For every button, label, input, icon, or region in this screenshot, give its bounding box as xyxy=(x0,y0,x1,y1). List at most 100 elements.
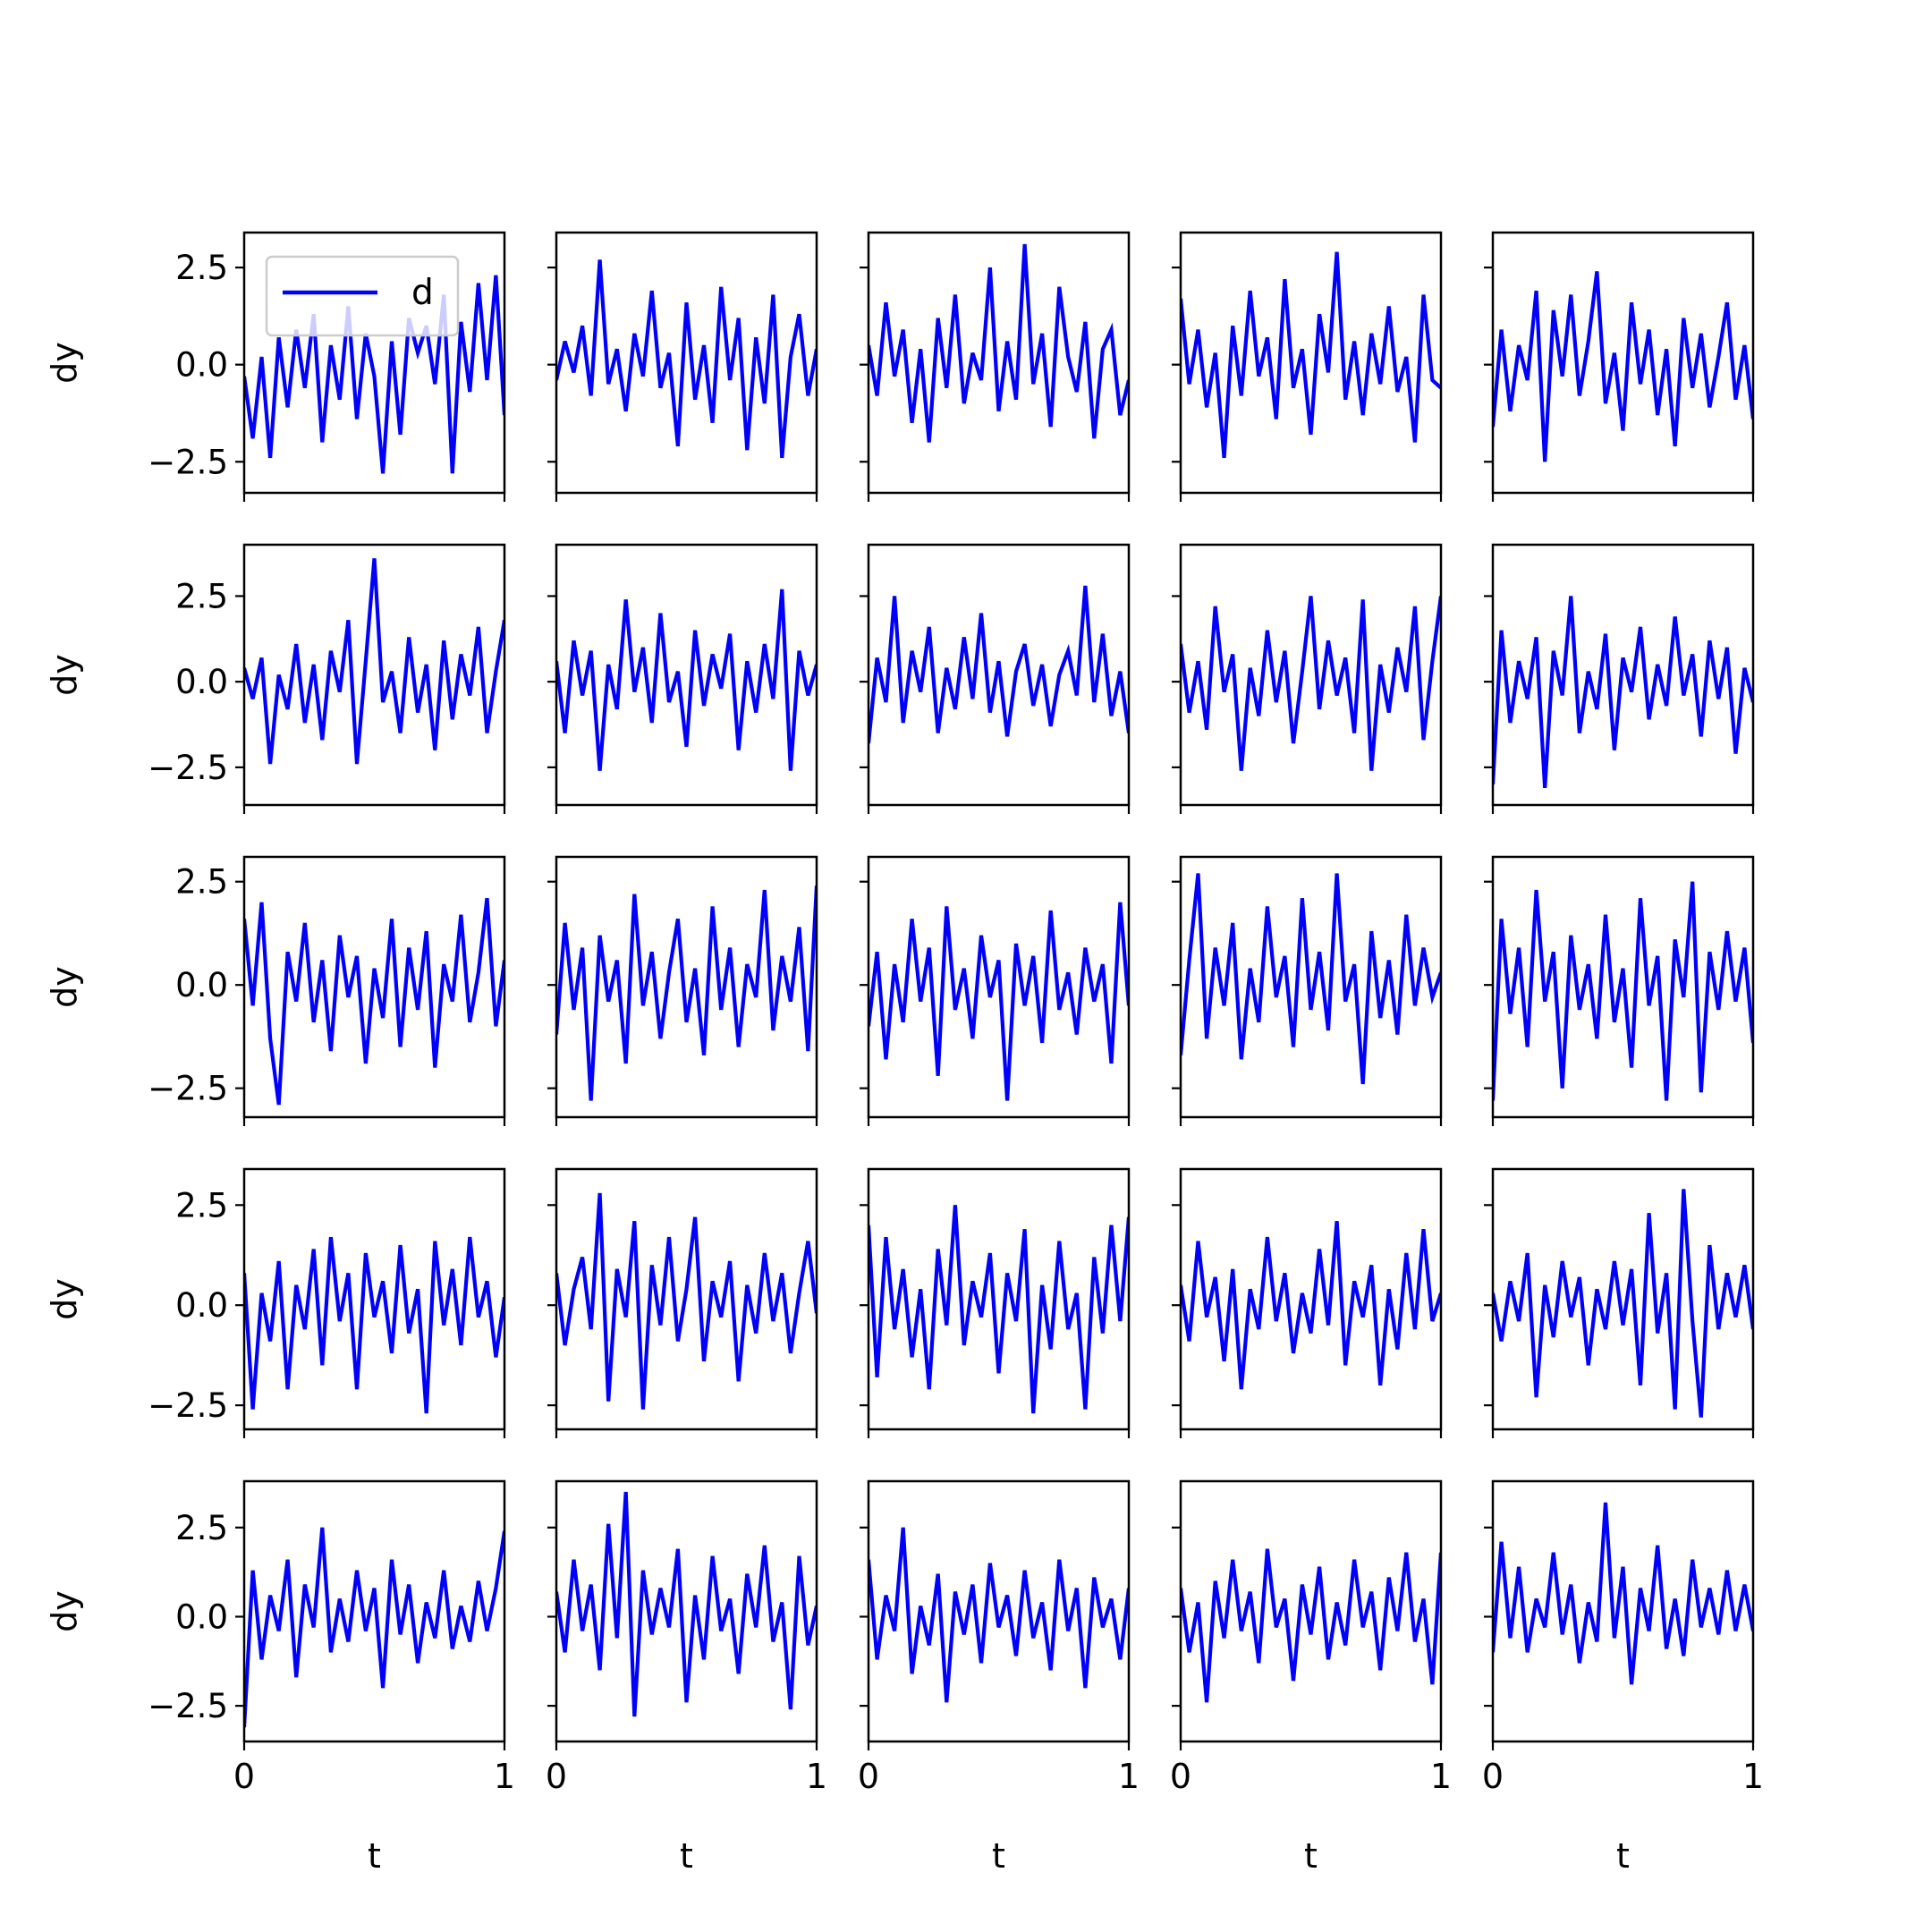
subplot-r1-c5 xyxy=(1484,231,1755,502)
axes-frame xyxy=(867,1479,1131,1743)
axes-frame xyxy=(1179,1479,1443,1743)
axes-frame xyxy=(242,1479,506,1743)
series-line-d xyxy=(869,1205,1129,1414)
x-tick-label: 1 xyxy=(494,1757,515,1796)
x-tick-label: 0 xyxy=(546,1757,567,1796)
axes-frame xyxy=(555,1167,818,1431)
y-tick-label: −2.5 xyxy=(148,1386,228,1425)
x-tick-label: 1 xyxy=(806,1757,827,1796)
y-tick-label: 0.0 xyxy=(175,346,228,385)
axes-frame xyxy=(555,855,818,1119)
y-tick-label: 2.5 xyxy=(175,1186,228,1224)
y-axis-label: dy xyxy=(45,966,84,1008)
series-line-d xyxy=(1493,881,1753,1101)
axes-frame xyxy=(242,231,506,495)
axes-frame xyxy=(1179,1167,1443,1431)
subplot-r3-c5 xyxy=(1484,855,1755,1126)
x-tick-label: 1 xyxy=(1118,1757,1140,1796)
y-tick-label: 2.5 xyxy=(175,249,228,287)
axes-frame xyxy=(1491,543,1755,807)
subplot-r5-c2: 0 1 t xyxy=(546,1479,827,1876)
subplot-r4-c3 xyxy=(860,1167,1131,1438)
x-tick-label: 0 xyxy=(1482,1757,1504,1796)
series-line-d xyxy=(556,259,817,459)
subplot-r5-c4: 0 1 t xyxy=(1170,1479,1452,1876)
series-line-d xyxy=(244,275,504,474)
axes-frame xyxy=(242,543,506,807)
axes-frame xyxy=(1491,1167,1755,1431)
axes-frame xyxy=(1491,855,1755,1119)
series-line-d xyxy=(869,1527,1129,1703)
legend: d xyxy=(265,255,460,337)
axes-frame xyxy=(867,231,1131,495)
subplot-r5-c5: 0 1 t xyxy=(1482,1479,1764,1876)
axes-frame xyxy=(867,855,1131,1119)
y-tick-label: −2.5 xyxy=(148,1687,228,1725)
subplot-r2-c5 xyxy=(1484,543,1755,814)
y-axis-label: dy xyxy=(45,654,84,696)
y-axis-label: dy xyxy=(45,342,84,384)
y-axis-label: dy xyxy=(45,1278,84,1320)
subplot-r3-c1: −2.5 0.0 2.5 dy xyxy=(45,855,506,1126)
axes-frame xyxy=(1179,231,1443,495)
y-tick-label: −2.5 xyxy=(148,1070,228,1108)
y-tick-label: −2.5 xyxy=(148,749,228,787)
x-axis-label: t xyxy=(1304,1836,1318,1876)
series-line-d xyxy=(1493,271,1753,462)
series-line-d xyxy=(869,902,1129,1101)
subplot-r3-c2 xyxy=(547,855,818,1126)
subplot-r4-c4 xyxy=(1172,1167,1443,1438)
y-tick-label: 0.0 xyxy=(175,1286,228,1325)
subplot-r4-c5 xyxy=(1484,1167,1755,1438)
x-tick-label: 1 xyxy=(1742,1757,1764,1796)
x-tick-label: 1 xyxy=(1430,1757,1452,1796)
series-line-d xyxy=(244,897,504,1106)
series-line-d xyxy=(244,1527,504,1728)
subplot-r1-c3 xyxy=(860,231,1131,502)
subplot-r2-c3 xyxy=(860,543,1131,814)
subplot-r3-c3 xyxy=(860,855,1131,1126)
subplot-r3-c4 xyxy=(1172,855,1443,1126)
subplot-r1-c2 xyxy=(547,231,818,502)
series-line-d xyxy=(1181,873,1441,1085)
axes-frame xyxy=(1491,1479,1755,1743)
subplot-r4-c1: −2.5 0.0 2.5 dy xyxy=(45,1167,506,1438)
series-line-d xyxy=(1493,1189,1753,1418)
series-line-d xyxy=(556,886,817,1101)
axes-frame xyxy=(242,1167,506,1431)
series-line-d xyxy=(244,558,504,765)
subplot-r1-c4 xyxy=(1172,231,1443,502)
axes-frame xyxy=(555,543,818,807)
y-tick-label: −2.5 xyxy=(148,443,228,481)
axes-frame xyxy=(555,1479,818,1743)
series-line-d xyxy=(1181,596,1441,771)
legend-frame xyxy=(265,255,460,337)
subplot-r5-c1: −2.5 0.0 2.5 0 1 dy t xyxy=(45,1479,515,1876)
subplot-r5-c3: 0 1 t xyxy=(858,1479,1140,1876)
y-axis-label: dy xyxy=(45,1590,84,1632)
y-tick-label: 0.0 xyxy=(175,1597,228,1636)
x-axis-label: t xyxy=(368,1836,381,1876)
x-axis-label: t xyxy=(992,1836,1005,1876)
axes-frame xyxy=(867,1167,1131,1431)
axes-frame xyxy=(242,855,506,1119)
axes-frame xyxy=(555,231,818,495)
series-line-d xyxy=(1181,1221,1441,1390)
series-line-d xyxy=(1181,251,1441,459)
axes-frame xyxy=(1179,543,1443,807)
subplot-grid: −2.50.02.5dy−2.50.02.5dy−2.50.02.5dy−2.5… xyxy=(45,231,1764,1876)
axes-frame xyxy=(1491,231,1755,495)
axes-frame xyxy=(1179,855,1443,1119)
y-tick-label: 0.0 xyxy=(175,663,228,701)
y-tick-label: 2.5 xyxy=(175,577,228,615)
series-line-d xyxy=(244,1236,504,1414)
subplot-r2-c4 xyxy=(1172,543,1443,814)
x-axis-label: t xyxy=(680,1836,693,1876)
y-tick-label: 0.0 xyxy=(175,966,228,1004)
series-line-d xyxy=(1181,1548,1441,1703)
series-line-d xyxy=(1493,596,1753,789)
subplot-r1-c1: −2.5 0.0 2.5 dy xyxy=(45,231,506,502)
y-tick-label: 2.5 xyxy=(175,1509,228,1547)
axes-frame xyxy=(867,543,1131,807)
